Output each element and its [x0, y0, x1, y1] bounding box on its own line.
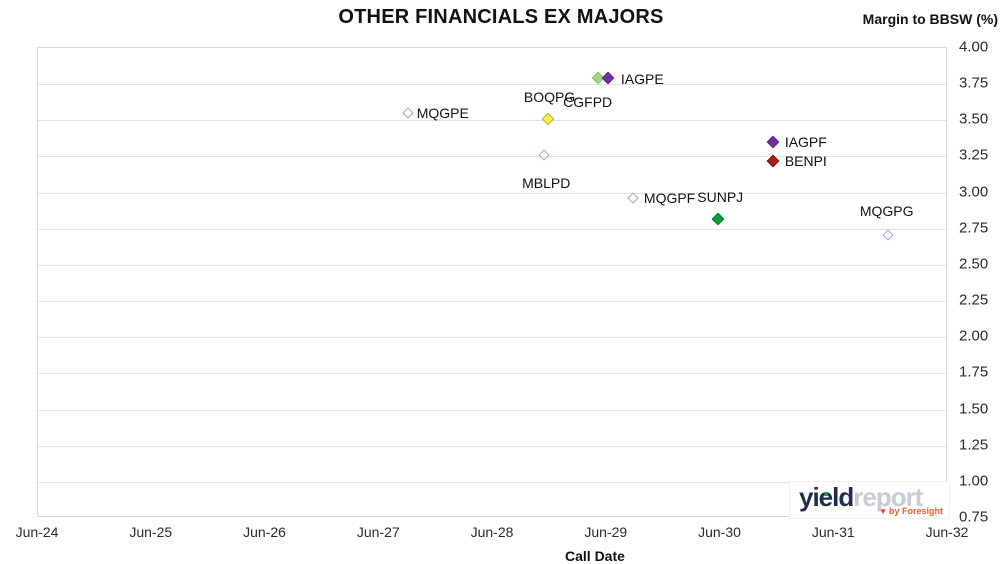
- y-tick-label: 2.25: [959, 291, 989, 309]
- x-tick-label: Jun-31: [811, 524, 855, 540]
- gridline-3.00: [38, 192, 946, 194]
- point-label-IAGPE: IAGPE: [620, 71, 664, 88]
- x-tick-label: Jun-28: [470, 524, 514, 540]
- x-tick-label: Jun-27: [356, 524, 400, 540]
- point-label-MQGPF: MQGPF: [643, 190, 696, 207]
- point-label-BENPI: BENPI: [784, 152, 827, 169]
- yieldreport-logo-text: yieldreport ▲: [799, 482, 923, 512]
- gridline-1.75: [38, 373, 946, 375]
- x-tick-label: Jun-25: [129, 524, 173, 540]
- x-tick-label: Jun-29: [584, 524, 628, 540]
- data-point-BOQPG: [541, 112, 554, 126]
- gridline-1.25: [38, 445, 946, 447]
- logo-report-text: report: [853, 482, 923, 512]
- y-axis-title: Margin to BBSW (%): [862, 11, 998, 27]
- point-label-MQGPE: MQGPE: [416, 105, 469, 122]
- y-tick-label: 1.75: [959, 363, 989, 381]
- y-tick-label: 3.75: [959, 74, 989, 92]
- plot-area: Call Date MQGPE BOQPG CGFPD IAGPE MBLPD IAGPF…: [37, 47, 947, 564]
- gridline-3.50: [38, 120, 946, 122]
- y-tick-label: 3.25: [959, 146, 989, 164]
- logo-red-triangle-icon: ▼: [879, 507, 887, 516]
- y-tick-label: 1.00: [959, 472, 989, 490]
- x-tick-label: Jun-30: [698, 524, 741, 540]
- point-label-MBLPD: MBLPD: [522, 175, 571, 191]
- y-axis-tick-labels: 4.00 3.75 3.50 3.25 3.00 2.75 2.50 2.25 2.00 1.75…: [959, 39, 1002, 526]
- x-axis-title: Call Date: [565, 548, 625, 564]
- x-tick-label: Jun-24: [15, 524, 59, 540]
- point-label-BOQPG: BOQPG: [523, 88, 576, 105]
- logo-green-triangle-icon: ▲: [822, 489, 830, 498]
- point-label-SUNPJ: SUNPJ: [697, 188, 744, 205]
- y-tick-label: 3.00: [959, 183, 989, 201]
- data-point-IAGPF: [766, 135, 780, 149]
- x-tick-label: Jun-32: [925, 524, 969, 540]
- data-point-IAGPE: [601, 71, 615, 85]
- x-axis-tick-labels: Jun-24 Jun-25 Jun-26 Jun-27 Jun-28 Jun-29 Jun-…: [16, 524, 969, 546]
- data-point-MQGPG: [882, 228, 894, 241]
- y-tick-label: 1.50: [959, 400, 989, 418]
- y-tick-label: 1.25: [959, 436, 989, 454]
- gridline-2.75: [38, 228, 946, 230]
- gridline-2.25: [38, 301, 946, 303]
- gridline-1.50: [38, 409, 946, 411]
- logo-tagline: ▼ by Foresight: [879, 506, 943, 516]
- gridline-3.25: [38, 156, 946, 158]
- data-point-MQGPF: [627, 192, 639, 205]
- gridline-2.00: [38, 337, 946, 339]
- y-tick-label: 2.50: [959, 255, 989, 273]
- y-tick-label: 2.00: [959, 327, 989, 345]
- gridline-1.00: [38, 481, 946, 483]
- gridline-3.75: [38, 84, 946, 86]
- data-point-SUNPJ: [711, 212, 725, 226]
- chart-title: OTHER FINANCIALS EX MAJORS: [338, 6, 664, 28]
- point-label-MQGPG: MQGPG: [859, 202, 914, 219]
- gridline-2.50: [38, 264, 946, 266]
- x-tick-label: Jun-26: [243, 524, 286, 540]
- y-tick-label: 3.50: [959, 110, 989, 128]
- y-tick-label: 4.00: [959, 38, 989, 56]
- y-tick-label: 0.75: [959, 508, 989, 526]
- data-point-MBLPD: [538, 149, 550, 161]
- point-label-CGFPD: CGFPD: [563, 94, 613, 111]
- scatter-chart: OTHER FINANCIALS EX MAJORS Margin to BBS…: [16, 6, 1002, 564]
- point-label-IAGPF: IAGPF: [784, 134, 827, 150]
- logo-yield-text: yield: [799, 482, 854, 512]
- logo-tagline-text: by Foresight: [888, 506, 943, 516]
- yieldreport-logo: yieldreport ▲ ▼ by Foresight: [789, 481, 950, 519]
- data-point-MQGPE: [402, 107, 414, 119]
- y-tick-label: 2.75: [959, 219, 989, 237]
